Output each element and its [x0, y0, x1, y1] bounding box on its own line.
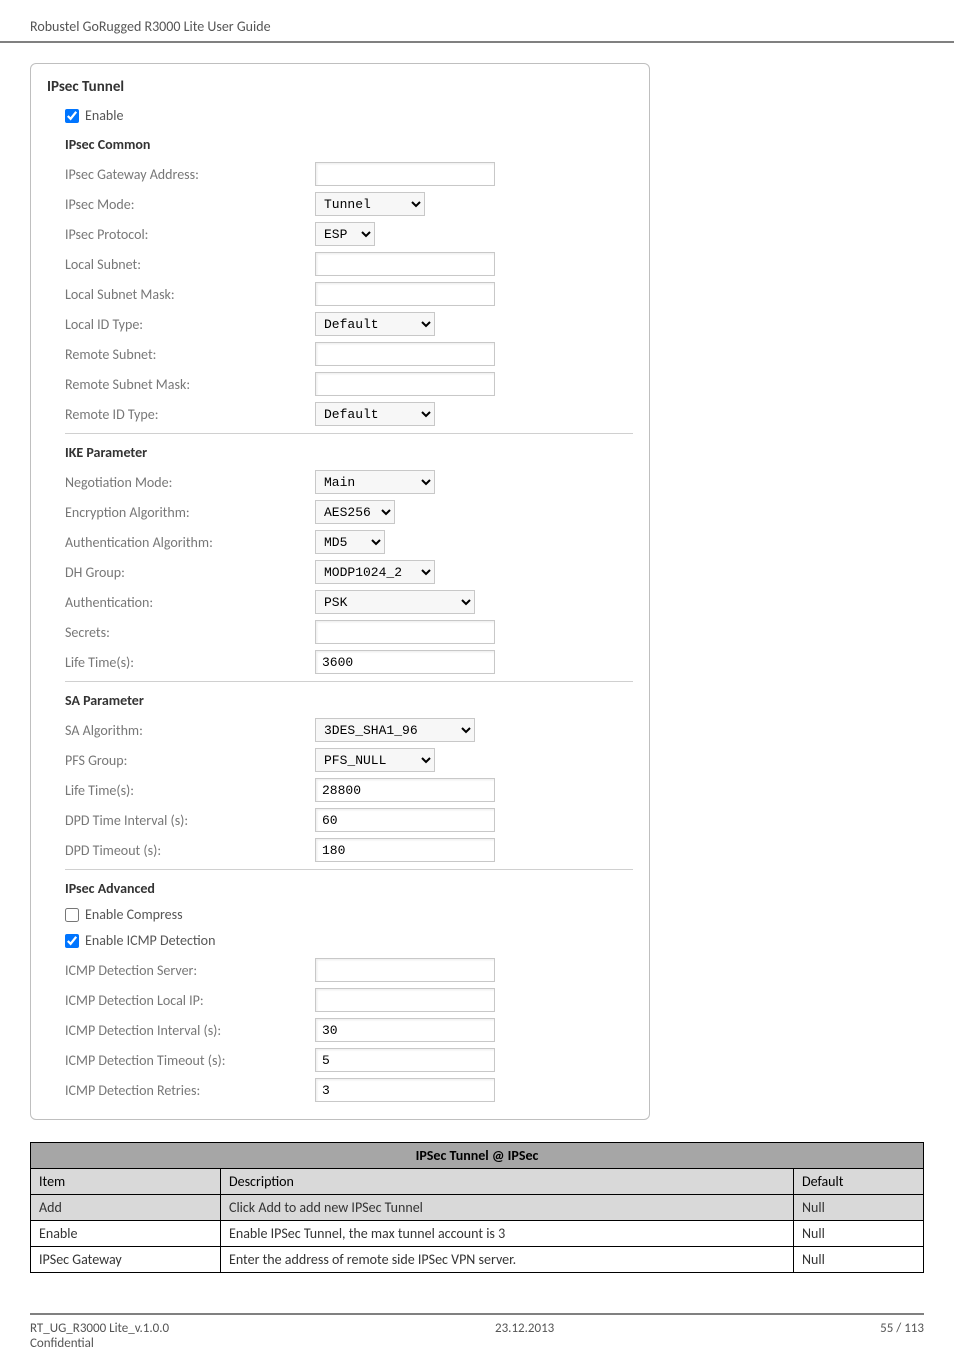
dpd-int-label: DPD Time Interval (s):: [65, 812, 315, 829]
enc-select[interactable]: AES256: [315, 500, 395, 524]
local-id-label: Local ID Type:: [65, 316, 315, 333]
col-item: Item: [31, 1169, 221, 1195]
icmp-timeout-label: ICMP Detection Timeout (s):: [65, 1052, 315, 1069]
cell-default: Null: [794, 1221, 924, 1247]
icmp-timeout-input[interactable]: [315, 1048, 495, 1072]
mode-label: IPsec Mode:: [65, 196, 315, 213]
pfs-select[interactable]: PFS_NULL: [315, 748, 435, 772]
cell-item: Enable: [31, 1221, 221, 1247]
section-advanced: IPsec Advanced: [65, 874, 633, 903]
icmp-retries-label: ICMP Detection Retries:: [65, 1082, 315, 1099]
local-subnet-label: Local Subnet:: [65, 256, 315, 273]
divider: [65, 433, 633, 434]
icmp-row: Enable ICMP Detection: [65, 929, 633, 955]
protocol-label: IPsec Protocol:: [65, 226, 315, 243]
compress-row: Enable Compress: [65, 903, 633, 929]
auth-select[interactable]: PSK: [315, 590, 475, 614]
remote-mask-input[interactable]: [315, 372, 495, 396]
footer-doc-id: RT_UG_R3000 Lite_v.1.0.0: [30, 1321, 169, 1336]
remote-subnet-label: Remote Subnet:: [65, 346, 315, 363]
ipsec-tunnel-panel: IPsec Tunnel Enable IPsec Common IPsec G…: [30, 63, 650, 1120]
auth-alg-label: Authentication Algorithm:: [65, 534, 315, 551]
local-mask-input[interactable]: [315, 282, 495, 306]
page-footer: RT_UG_R3000 Lite_v.1.0.0 Confidential 23…: [30, 1313, 924, 1365]
icmp-server-input[interactable]: [315, 958, 495, 982]
pfs-label: PFS Group:: [65, 752, 315, 769]
local-id-select[interactable]: Default: [315, 312, 435, 336]
col-desc: Description: [221, 1169, 794, 1195]
ike-life-label: Life Time(s):: [65, 654, 315, 671]
icmp-interval-label: ICMP Detection Interval (s):: [65, 1022, 315, 1039]
section-sa: SA Parameter: [65, 686, 633, 715]
panel-title: IPsec Tunnel: [47, 74, 633, 104]
remote-mask-label: Remote Subnet Mask:: [65, 376, 315, 393]
divider: [65, 869, 633, 870]
cell-desc: Click Add to add new IPSec Tunnel: [221, 1195, 794, 1221]
remote-subnet-input[interactable]: [315, 342, 495, 366]
table-row: IPSec Gateway Enter the address of remot…: [31, 1247, 924, 1273]
dpd-int-input[interactable]: [315, 808, 495, 832]
remote-id-label: Remote ID Type:: [65, 406, 315, 423]
cell-desc: Enter the address of remote side IPSec V…: [221, 1247, 794, 1273]
sa-life-input[interactable]: [315, 778, 495, 802]
table-title: IPSec Tunnel @ IPSec: [31, 1143, 924, 1169]
protocol-select[interactable]: ESP: [315, 222, 375, 246]
ike-life-input[interactable]: [315, 650, 495, 674]
sa-life-label: Life Time(s):: [65, 782, 315, 799]
page-content: IPsec Tunnel Enable IPsec Common IPsec G…: [0, 43, 954, 1283]
secrets-label: Secrets:: [65, 624, 315, 641]
doc-title: Robustel GoRugged R3000 Lite User Guide: [30, 18, 271, 35]
compress-checkbox[interactable]: [65, 908, 79, 922]
auth-alg-select[interactable]: MD5: [315, 530, 385, 554]
icmp-checkbox[interactable]: [65, 934, 79, 948]
mode-select[interactable]: Tunnel: [315, 192, 425, 216]
page-header: Robustel GoRugged R3000 Lite User Guide: [0, 0, 954, 43]
secrets-input[interactable]: [315, 620, 495, 644]
footer-confidential: Confidential: [30, 1336, 169, 1351]
icmp-local-ip-label: ICMP Detection Local IP:: [65, 992, 315, 1009]
footer-date: 23.12.2013: [495, 1321, 554, 1351]
section-ike: IKE Parameter: [65, 438, 633, 467]
enable-checkbox-row: Enable: [65, 104, 633, 130]
footer-page: 55 / 113: [880, 1321, 924, 1351]
cell-item: IPSec Gateway: [31, 1247, 221, 1273]
ipsec-desc-table: IPSec Tunnel @ IPSec Item Description De…: [30, 1142, 924, 1273]
icmp-interval-input[interactable]: [315, 1018, 495, 1042]
dpd-to-label: DPD Timeout (s):: [65, 842, 315, 859]
neg-mode-select[interactable]: Main: [315, 470, 435, 494]
dpd-to-input[interactable]: [315, 838, 495, 862]
neg-mode-label: Negotiation Mode:: [65, 474, 315, 491]
dh-select[interactable]: MODP1024_2: [315, 560, 435, 584]
divider: [65, 681, 633, 682]
gateway-input[interactable]: [315, 162, 495, 186]
cell-default: Null: [794, 1195, 924, 1221]
sa-alg-select[interactable]: 3DES_SHA1_96: [315, 718, 475, 742]
compress-label: Enable Compress: [85, 906, 183, 923]
sa-alg-label: SA Algorithm:: [65, 722, 315, 739]
col-default: Default: [794, 1169, 924, 1195]
cell-default: Null: [794, 1247, 924, 1273]
icmp-retries-input[interactable]: [315, 1078, 495, 1102]
icmp-label: Enable ICMP Detection: [85, 932, 215, 949]
local-mask-label: Local Subnet Mask:: [65, 286, 315, 303]
table-row: Add Click Add to add new IPSec Tunnel Nu…: [31, 1195, 924, 1221]
enable-checkbox[interactable]: [65, 109, 79, 123]
local-subnet-input[interactable]: [315, 252, 495, 276]
cell-desc: Enable IPSec Tunnel, the max tunnel acco…: [221, 1221, 794, 1247]
enc-label: Encryption Algorithm:: [65, 504, 315, 521]
icmp-local-ip-input[interactable]: [315, 988, 495, 1012]
section-ipsec-common: IPsec Common: [65, 130, 633, 159]
dh-label: DH Group:: [65, 564, 315, 581]
cell-item: Add: [31, 1195, 221, 1221]
enable-label: Enable: [85, 107, 123, 124]
gateway-label: IPsec Gateway Address:: [65, 166, 315, 183]
table-row: Enable Enable IPSec Tunnel, the max tunn…: [31, 1221, 924, 1247]
footer-left: RT_UG_R3000 Lite_v.1.0.0 Confidential: [30, 1321, 169, 1351]
auth-label: Authentication:: [65, 594, 315, 611]
remote-id-select[interactable]: Default: [315, 402, 435, 426]
icmp-server-label: ICMP Detection Server:: [65, 962, 315, 979]
